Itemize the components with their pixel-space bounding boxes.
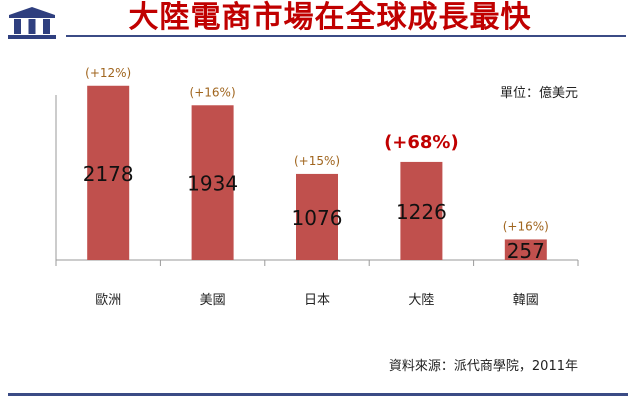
x-tick-label: 韓國 bbox=[513, 293, 539, 308]
x-tick-label: 大陸 bbox=[408, 292, 434, 308]
bar bbox=[87, 85, 130, 260]
growth-label: (+16%) bbox=[190, 85, 236, 99]
growth-label: (+68%) bbox=[384, 132, 459, 153]
growth-label: (+12%) bbox=[85, 66, 131, 80]
page-title: 大陸電商市場在全球成長最快 bbox=[128, 0, 532, 35]
bottom-divider bbox=[8, 393, 628, 396]
data-label: 1076 bbox=[292, 206, 343, 230]
bar bbox=[296, 173, 338, 260]
data-label: 2178 bbox=[83, 162, 134, 186]
bar bbox=[504, 239, 547, 260]
source-label: 資料來源：派代商學院，2011年 bbox=[388, 359, 578, 374]
x-tick-label: 歐洲 bbox=[95, 293, 121, 308]
growth-label: (+16%) bbox=[503, 219, 549, 233]
bar bbox=[191, 105, 234, 260]
x-tick-label: 美國 bbox=[200, 293, 226, 308]
data-label: 257 bbox=[507, 239, 545, 263]
building-pillars-icon bbox=[8, 7, 56, 39]
growth-label: (+15%) bbox=[294, 154, 340, 168]
unit-label: 單位：億美元 bbox=[499, 86, 578, 101]
data-label: 1934 bbox=[187, 172, 238, 196]
data-label: 1226 bbox=[396, 200, 447, 224]
title-divider bbox=[66, 35, 626, 37]
bar bbox=[400, 161, 443, 260]
x-tick-label: 日本 bbox=[304, 293, 330, 308]
